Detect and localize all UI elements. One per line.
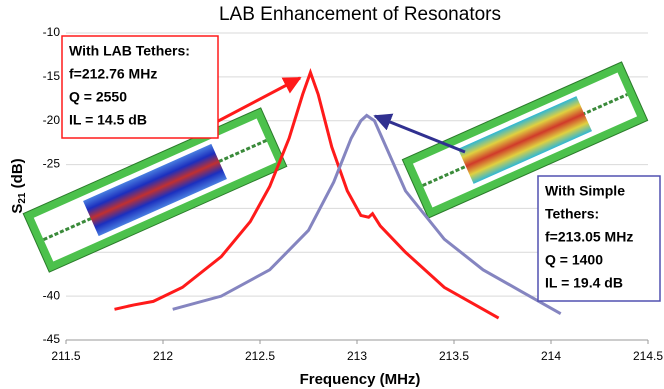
x-tick-label: 211.5 — [51, 349, 80, 363]
x-tick-label: 212 — [153, 349, 173, 363]
x-tick-label: 214 — [541, 349, 561, 363]
x-tick-label: 212.5 — [245, 349, 275, 363]
y-axis-label: S21 (dB) — [9, 158, 28, 213]
annotation-text: With LAB Tethers: — [69, 43, 190, 59]
y-label-main: S — [9, 204, 26, 214]
y-tick-label: -10 — [43, 25, 61, 39]
chart-title: LAB Enhancement of Resonators — [219, 4, 501, 25]
y-tick-label: -25 — [43, 157, 61, 171]
annotation-text: IL = 19.4 dB — [545, 275, 623, 291]
y-tick-label: -20 — [43, 113, 61, 127]
y-label-sub: 21 — [17, 192, 28, 204]
annotation-text: Q = 1400 — [545, 252, 603, 268]
y-tick-label: -40 — [43, 288, 61, 302]
x-tick-label: 214.5 — [633, 349, 663, 363]
annotation-text: With Simple — [545, 183, 625, 199]
annotation-text: f=212.76 MHz — [69, 66, 157, 82]
x-tick-label: 213 — [347, 349, 367, 363]
annotation-text: f=213.05 MHz — [545, 229, 633, 245]
chart: LAB Enhancement of Resonators Frequency … — [0, 0, 664, 389]
y-tick-label: -15 — [43, 69, 61, 83]
x-tick-label: 213.5 — [439, 349, 469, 363]
y-tick-label: -45 — [43, 332, 61, 346]
x-axis-label: Frequency (MHz) — [300, 371, 421, 388]
arrow — [375, 116, 465, 152]
annotation-text: Q = 2550 — [69, 89, 127, 105]
annotation-text: Tethers: — [545, 206, 599, 222]
y-label-unit: (dB) — [9, 158, 26, 192]
annotation-text: IL = 14.5 dB — [69, 112, 147, 128]
